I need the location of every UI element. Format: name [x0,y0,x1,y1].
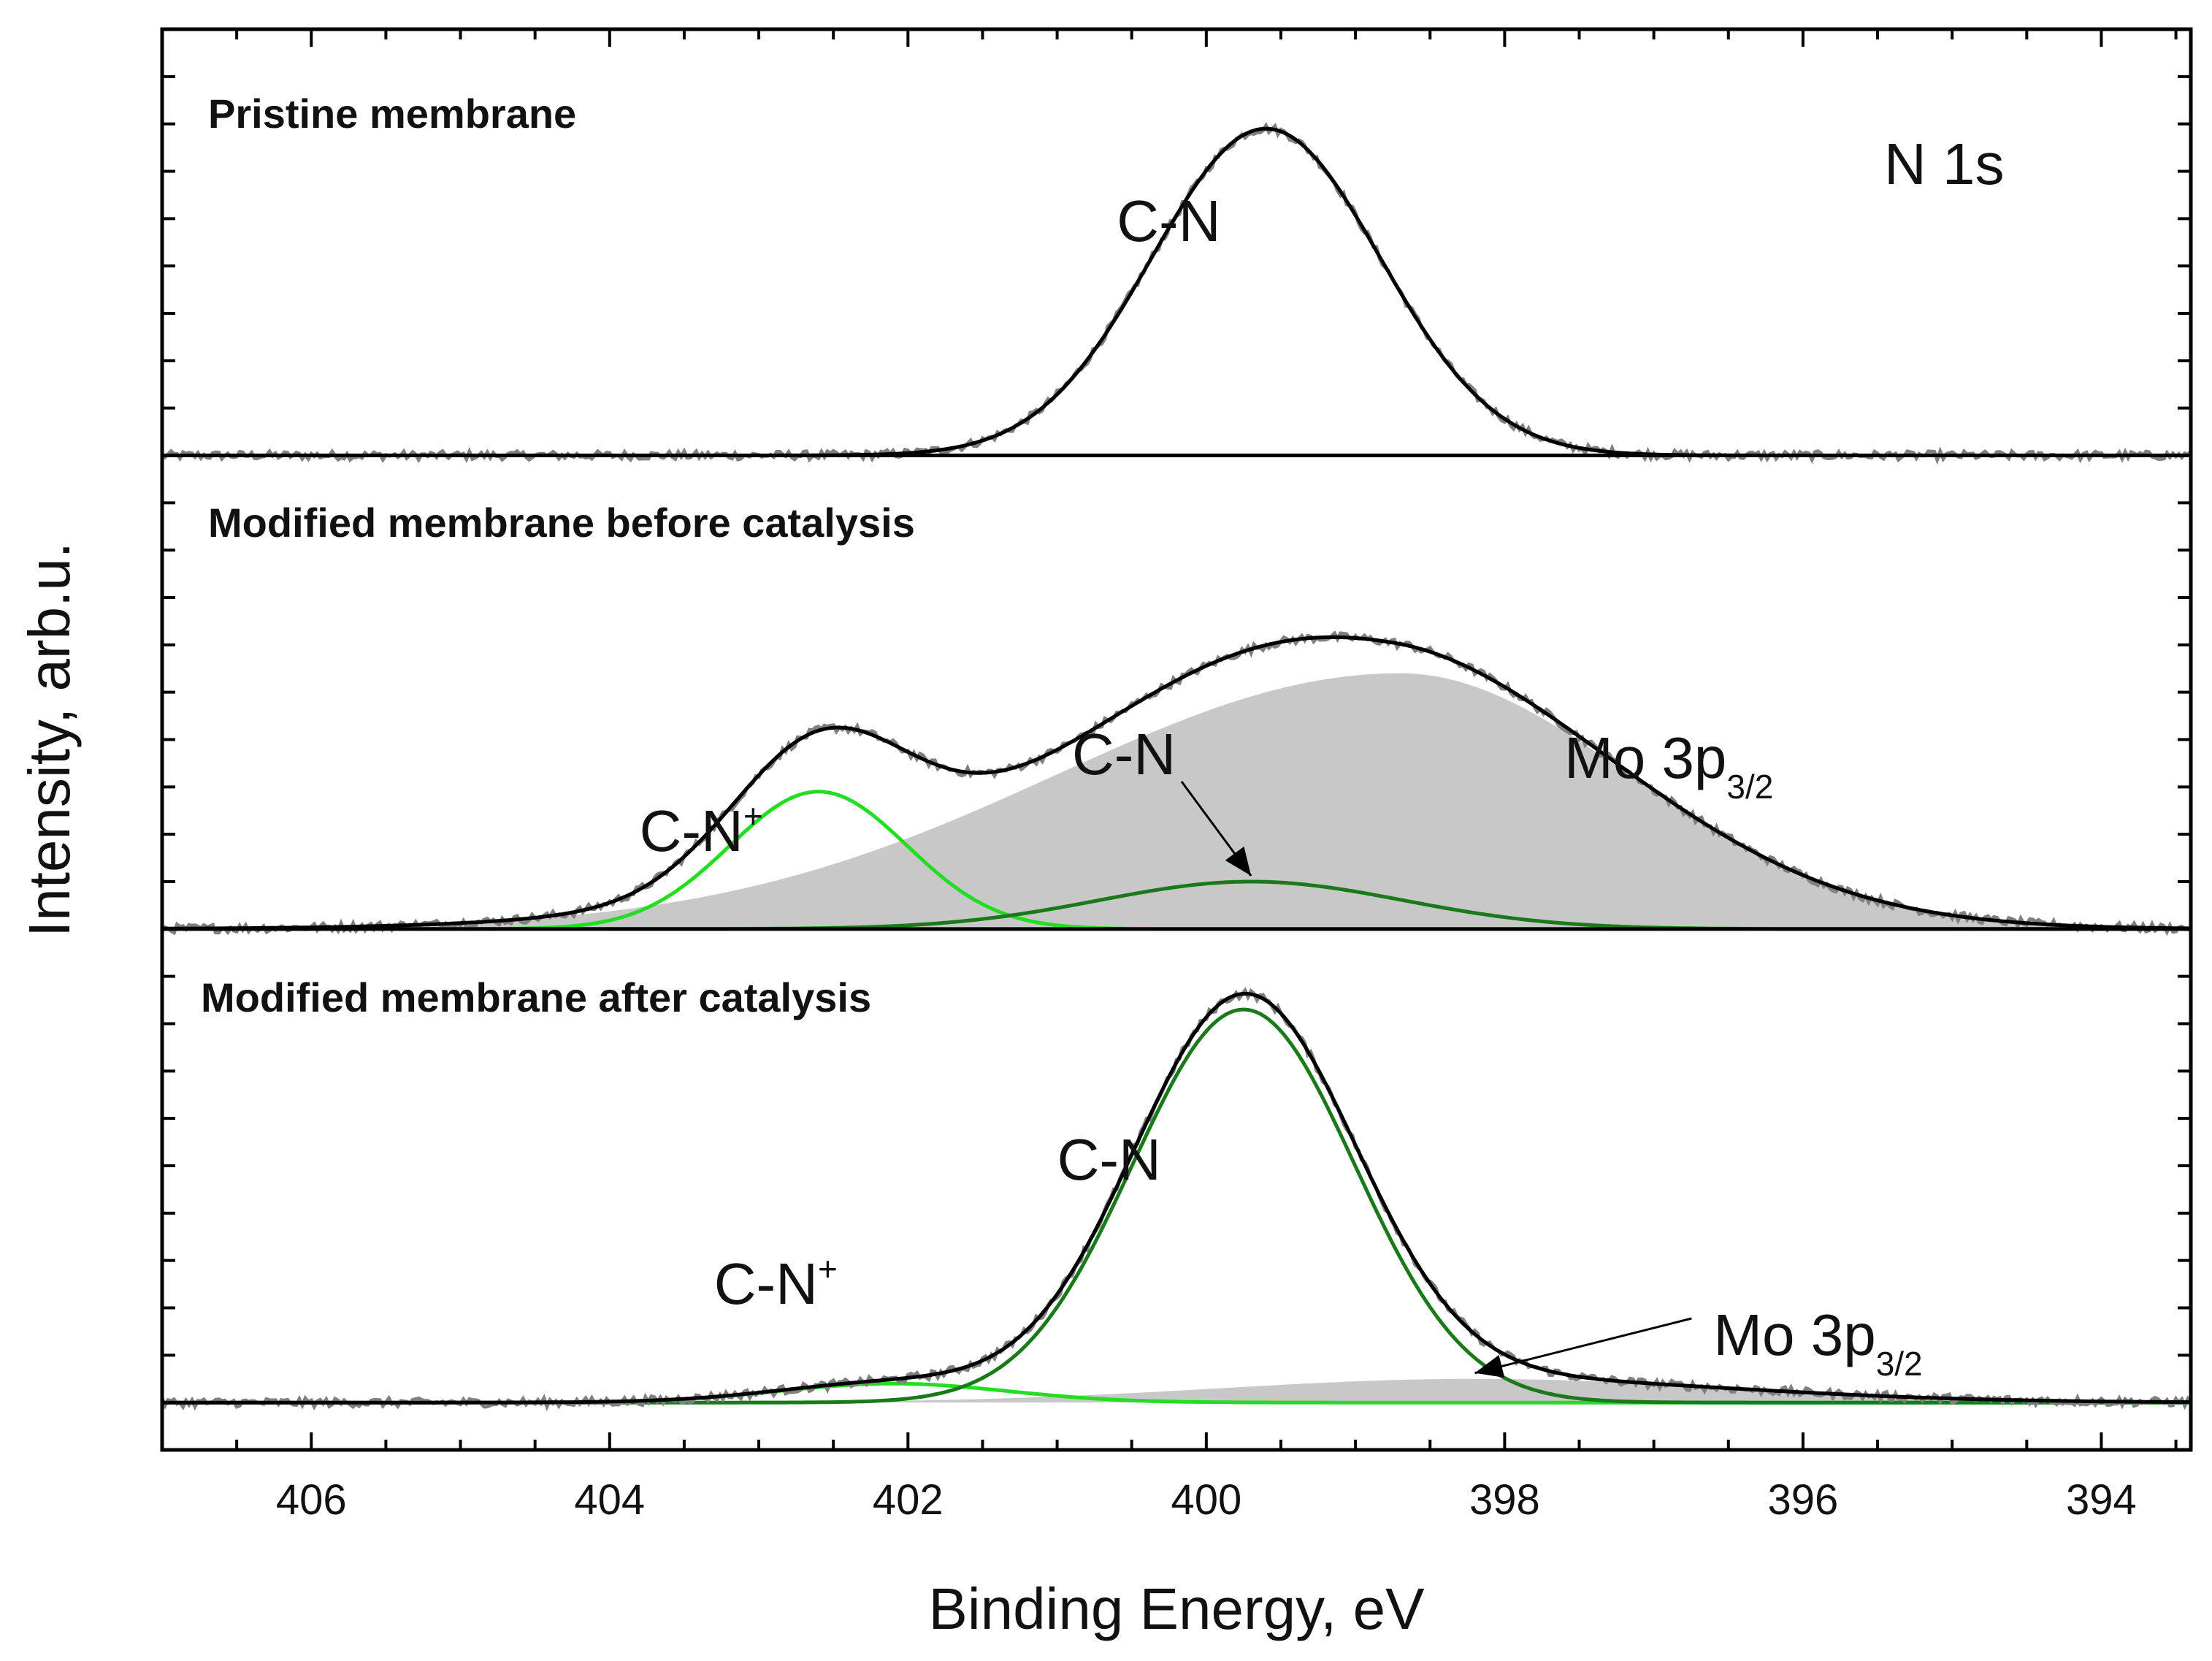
y-axis-label: Intensity, arb.u. [17,542,82,937]
before-annotation-arrowhead [1225,846,1252,876]
after-annotation-1: C-N [1057,1127,1161,1192]
x-tick-label: 396 [1768,1476,1839,1524]
x-tick-label: 404 [574,1476,645,1524]
x-axis-label: Binding Energy, eV [929,1576,1425,1641]
after-annotation-2: Mo 3p3/2 [1713,1302,1922,1383]
axes-frame-layer [160,27,2193,1452]
x-tick-label: 402 [873,1476,944,1524]
after-fit-envelope-line [162,991,2192,1405]
pristine-panel-title: Pristine membrane [208,91,576,137]
after-annotation-0: C-N+ [714,1250,838,1316]
x-tick-label: 398 [1469,1476,1540,1524]
after-mo-3p-filled-peak [162,1378,2191,1403]
x-tick-label: 394 [2066,1476,2137,1524]
after-panel-title: Modified membrane after catalysis [201,974,871,1020]
before-panel-title: Modified membrane before catalysis [208,500,915,546]
after-annotation-arrowhead [1474,1354,1505,1378]
before-annotation-2: Mo 3p3/2 [1564,725,1773,806]
pristine-annotation-0: C-N [1117,188,1220,253]
x-tick-label: 406 [276,1476,347,1524]
labels-layer: Pristine membrane C-N Modified membrane be… [17,91,2137,1641]
before-annotation-1: C-N [1072,722,1176,787]
after-annotation-arrow-line [1474,1317,1692,1375]
chart-title-n1s: N 1s [1884,131,2005,196]
before-fit-envelope-line [162,635,2192,931]
filled-peaks-layer [162,673,2191,1403]
x-tick-label: 400 [1171,1476,1241,1524]
before-mo-3p-filled-peak [162,673,2191,929]
before-annotation-0: C-N+ [640,797,763,863]
